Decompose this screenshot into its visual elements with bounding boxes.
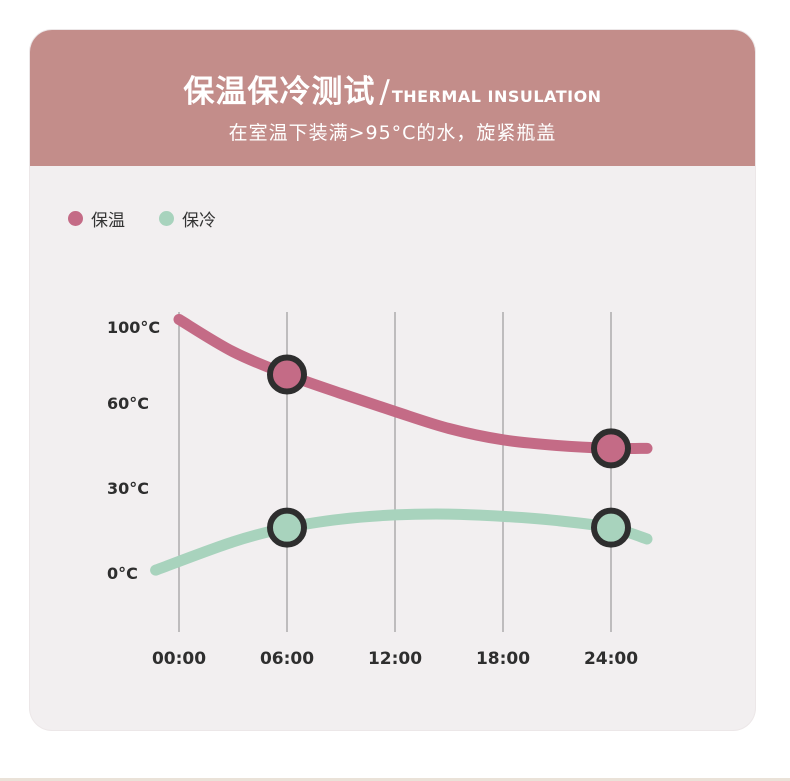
x-tick-label: 00:00 xyxy=(152,649,206,669)
legend-item-cold: 保冷 xyxy=(159,206,216,231)
title-chinese: 保温保冷测试 xyxy=(183,74,376,110)
legend-dot-cold xyxy=(159,211,174,226)
warm-series-marker xyxy=(267,354,307,395)
warm-series-line xyxy=(173,313,653,455)
y-tick-label: 60°C xyxy=(107,394,149,413)
legend-dot-warm xyxy=(68,211,83,226)
y-tick-label: 30°C xyxy=(107,479,149,498)
chart-legend: 保温 保冷 xyxy=(68,206,250,231)
warm-series-marker xyxy=(591,428,631,469)
chart-card: 保温保冷测试 / THERMAL INSULATION 在室温下装满>95°C的水，… xyxy=(30,30,755,730)
x-tick-label: 12:00 xyxy=(368,649,422,669)
x-tick-label: 24:00 xyxy=(584,649,638,669)
chart-title: 保温保冷测试 / THERMAL INSULATION xyxy=(30,66,755,111)
cold-series-line xyxy=(150,508,653,576)
cold-series-marker xyxy=(267,507,307,548)
chart-header: 保温保冷测试 / THERMAL INSULATION 在室温下装满>95°C的水，… xyxy=(30,30,755,166)
y-tick-label: 100°C xyxy=(107,318,160,337)
page-bottom-divider xyxy=(0,778,790,781)
cold-series-marker xyxy=(591,507,631,548)
y-tick-label: 0°C xyxy=(107,564,138,583)
x-tick-label: 06:00 xyxy=(260,649,314,669)
legend-item-warm: 保温 xyxy=(68,206,125,231)
title-separator: / xyxy=(379,74,390,110)
legend-label-cold: 保冷 xyxy=(182,211,216,231)
title-english: THERMAL INSULATION xyxy=(391,87,602,106)
chart-subtitle: 在室温下装满>95°C的水，旋紧瓶盖 xyxy=(228,122,557,144)
legend-label-warm: 保温 xyxy=(91,211,125,231)
x-tick-label: 18:00 xyxy=(476,649,530,669)
